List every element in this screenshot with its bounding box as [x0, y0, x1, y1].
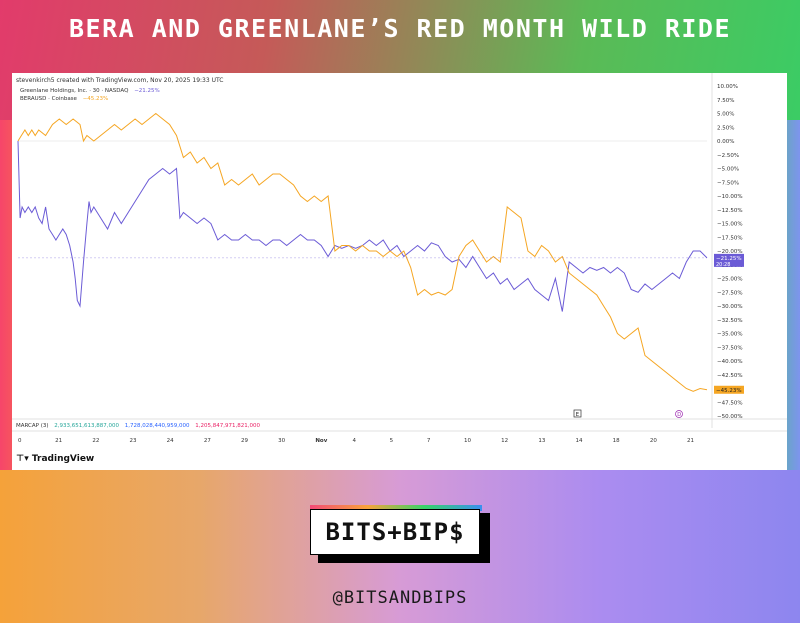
x-tick-label: 4 — [353, 438, 357, 444]
headline: BERA AND GREENLANE’S RED MONTH WILD RIDE — [68, 14, 732, 43]
y-tick-label: −35.00% — [717, 332, 743, 338]
tradingview-icon: ⊤▾ — [16, 454, 29, 464]
last-label-greenlane — [714, 253, 744, 267]
x-tick-label: 5 — [390, 438, 394, 444]
series-line-greenlane — [17, 140, 708, 312]
series-line-bera — [17, 112, 708, 392]
social-handle: @BITSANDBIPS — [332, 588, 468, 608]
marcap-value-3: 1,205,847,971,821,000 — [195, 423, 260, 429]
marcap-value-1: 2,933,651,613,887,000 — [54, 423, 119, 429]
marcap-value-2: 1,728,028,440,959,000 — [124, 423, 190, 429]
last-label-bera — [714, 385, 744, 394]
y-tick-label: −40.00% — [717, 359, 743, 365]
x-tick-label: 0 — [18, 438, 22, 444]
legend-value: −21.25% — [134, 88, 160, 94]
x-tick-label: 21 — [687, 438, 694, 444]
last-label-time: 20:28 — [716, 262, 730, 268]
event-marker-earnings — [573, 409, 582, 418]
y-tick-label: −5.00% — [717, 167, 739, 173]
tradingview-text: TradingView — [31, 454, 95, 464]
event-marker-dividend — [675, 410, 683, 418]
y-tick-label: −30.00% — [717, 304, 743, 310]
y-tick-label: −25.00% — [717, 277, 743, 283]
y-tick-label: −42.50% — [717, 373, 743, 379]
last-label-value: −45.23% — [716, 388, 742, 394]
x-tick-label: 27 — [204, 438, 211, 444]
x-tick-label: 18 — [613, 438, 620, 444]
y-tick-label: −37.50% — [717, 345, 743, 351]
y-tick-label: −27.50% — [717, 290, 743, 296]
x-tick-label: 7 — [427, 438, 431, 444]
x-tick-label: 24 — [167, 438, 174, 444]
marcap-indicator: MARCAP (3) 2,933,651,613,887,000 1,728,0… — [16, 423, 264, 429]
legend-name: Greenlane Holdings, Inc. · 30 · NASDAQ — [20, 88, 129, 94]
marcap-label: MARCAP (3) — [16, 423, 49, 429]
chart-credit: stevenkirch5 created with TradingView.co… — [16, 77, 224, 84]
y-tick-label: −7.50% — [717, 180, 739, 186]
legend-entry-greenlane: Greenlane Holdings, Inc. · 30 · NASDAQ −… — [20, 88, 160, 94]
legend-value: −45.23% — [82, 96, 109, 102]
logo-stripe — [310, 505, 482, 511]
y-tick-label: −15.00% — [717, 222, 743, 228]
y-tick-label: −47.50% — [717, 400, 743, 406]
y-tick-label: −20.00% — [717, 249, 743, 255]
logo-text: BITS+BIP$ — [310, 509, 480, 555]
chart-panel: 10.00% 7.50% 5.00% 2.50% 0.00% −2.50% −5.00% −7… — [12, 73, 787, 470]
y-tick-label: 0.00% — [717, 139, 734, 145]
y-tick-label: −12.50% — [717, 208, 743, 214]
y-tick-label: −10.00% — [717, 194, 743, 200]
last-label-value: −21.25% — [716, 256, 742, 262]
y-tick-label: −32.50% — [717, 318, 743, 324]
chart-svg: 10.00% 7.50% 5.00% 2.50% 0.00% −2.50% −5.00% −7… — [12, 73, 787, 444]
x-tick-label: 29 — [241, 438, 248, 444]
y-tick-label: −50.00% — [717, 414, 743, 420]
x-tick-label: 10 — [464, 438, 471, 444]
legend-entry-bera: BERAUSD · Coinbase −45.23% — [20, 96, 108, 102]
x-tick-label: 12 — [501, 438, 508, 444]
y-tick-label: 10.00% — [717, 84, 738, 90]
x-tick-label: 30 — [278, 438, 285, 444]
x-tick-label: 21 — [55, 438, 62, 444]
event-marker-earnings-label: E — [576, 412, 580, 418]
tradingview-logo: ⊤▾ TradingView — [16, 454, 94, 464]
legend-name: BERAUSD · Coinbase — [20, 96, 77, 102]
bits-and-bips-logo: BITS+BIP$ — [310, 505, 490, 563]
y-tick-label: 2.50% — [717, 125, 734, 131]
event-marker-dividend-label: D — [677, 412, 681, 418]
y-tick-label: 7.50% — [717, 98, 734, 104]
x-tick-label: 23 — [130, 438, 137, 444]
y-tick-label: −2.50% — [717, 153, 739, 159]
x-tick-label: Nov — [315, 438, 327, 444]
x-tick-label: 13 — [538, 438, 545, 444]
y-tick-label: 5.00% — [717, 112, 734, 118]
x-tick-label: 14 — [576, 438, 583, 444]
y-tick-label: −17.50% — [717, 235, 743, 241]
x-tick-label: 20 — [650, 438, 657, 444]
x-tick-label: 22 — [92, 438, 99, 444]
